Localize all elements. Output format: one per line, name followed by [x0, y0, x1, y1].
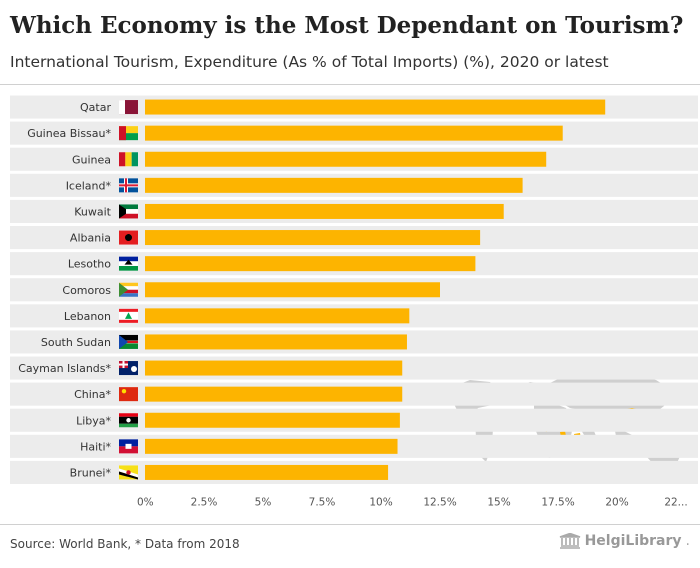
china-flag-icon — [119, 387, 138, 402]
bar — [145, 464, 389, 480]
chart-subtitle: International Tourism, Expenditure (As %… — [10, 53, 609, 71]
iceland-flag-icon — [119, 178, 138, 193]
category-label: Lebanon — [64, 310, 111, 323]
x-tick-label: 0% — [137, 497, 154, 509]
category-label: Iceland* — [66, 179, 112, 192]
lesotho-flag-icon — [119, 256, 138, 271]
category-label: Cayman Islands* — [18, 362, 111, 375]
brand-tld: . — [685, 533, 690, 549]
category-label: South Sudan — [41, 336, 111, 349]
category-label: Qatar — [80, 101, 111, 114]
brand-logo[interactable]: HelgiLibrary. — [559, 533, 690, 549]
library-building-icon — [559, 533, 580, 549]
albania-flag-icon — [119, 230, 138, 245]
category-labels: Qatar Guinea Bissau* Guinea Iceland* Kuwait A… — [18, 101, 111, 479]
bar — [145, 230, 481, 246]
x-tick-label: 5% — [255, 497, 272, 509]
guinea-bissau-flag-icon — [119, 126, 138, 141]
category-label: China* — [74, 388, 111, 401]
south-sudan-flag-icon — [119, 334, 138, 349]
x-tick-label: 2.5% — [191, 497, 218, 509]
source-note: Source: World Bank, * Data from 2018 — [10, 537, 240, 551]
brand-name: HelgiLibrary — [584, 533, 682, 549]
category-label: Guinea Bissau* — [27, 127, 111, 140]
chart-title: Which Economy is the Most Dependant on T… — [10, 12, 684, 39]
bar — [145, 256, 476, 272]
brunei-flag-icon — [119, 465, 138, 480]
category-label: Guinea — [72, 153, 111, 166]
bar — [145, 386, 403, 402]
bar — [145, 334, 407, 350]
category-label: Libya* — [76, 414, 111, 427]
haiti-flag-icon — [119, 439, 138, 454]
bar — [145, 177, 523, 193]
libya-flag-icon — [119, 413, 138, 428]
comoros-flag-icon — [119, 282, 138, 297]
bar — [145, 438, 398, 454]
bars — [145, 99, 606, 480]
x-tick-label: 15% — [487, 497, 510, 509]
qatar-flag-icon — [119, 100, 138, 115]
category-label: Kuwait — [74, 205, 111, 218]
x-tick-label: 22... — [664, 497, 687, 509]
x-tick-label: 10% — [369, 497, 392, 509]
kuwait-flag-icon — [119, 204, 138, 219]
header-divider — [0, 84, 700, 85]
lebanon-flag-icon — [119, 308, 138, 323]
category-label: Lesotho — [68, 258, 111, 271]
bar — [145, 125, 563, 141]
x-tick-label: 7.5% — [309, 497, 336, 509]
guinea-flag-icon — [119, 152, 138, 167]
cayman-islands-flag-icon — [119, 361, 138, 376]
x-axis: 0% 2.5% 5% 7.5% 10% 12.5% 15% 17.5% 20% 22... — [137, 497, 688, 509]
category-label: Brunei* — [70, 466, 112, 479]
bar — [145, 99, 606, 115]
flags — [119, 100, 138, 480]
bar — [145, 282, 440, 298]
bar — [145, 151, 547, 167]
x-tick-label: 17.5% — [541, 497, 574, 509]
bar — [145, 412, 400, 428]
bar — [145, 203, 504, 219]
category-label: Haiti* — [80, 440, 111, 453]
bar — [145, 360, 403, 376]
category-label: Comoros — [62, 284, 111, 297]
x-tick-label: 20% — [605, 497, 628, 509]
bar-chart: Qatar Guinea Bissau* Guinea Iceland* Kuwait A… — [10, 95, 698, 509]
footer-divider — [0, 524, 700, 525]
x-tick-label: 12.5% — [423, 497, 456, 509]
category-label: Albania — [70, 232, 111, 245]
bar — [145, 308, 410, 324]
